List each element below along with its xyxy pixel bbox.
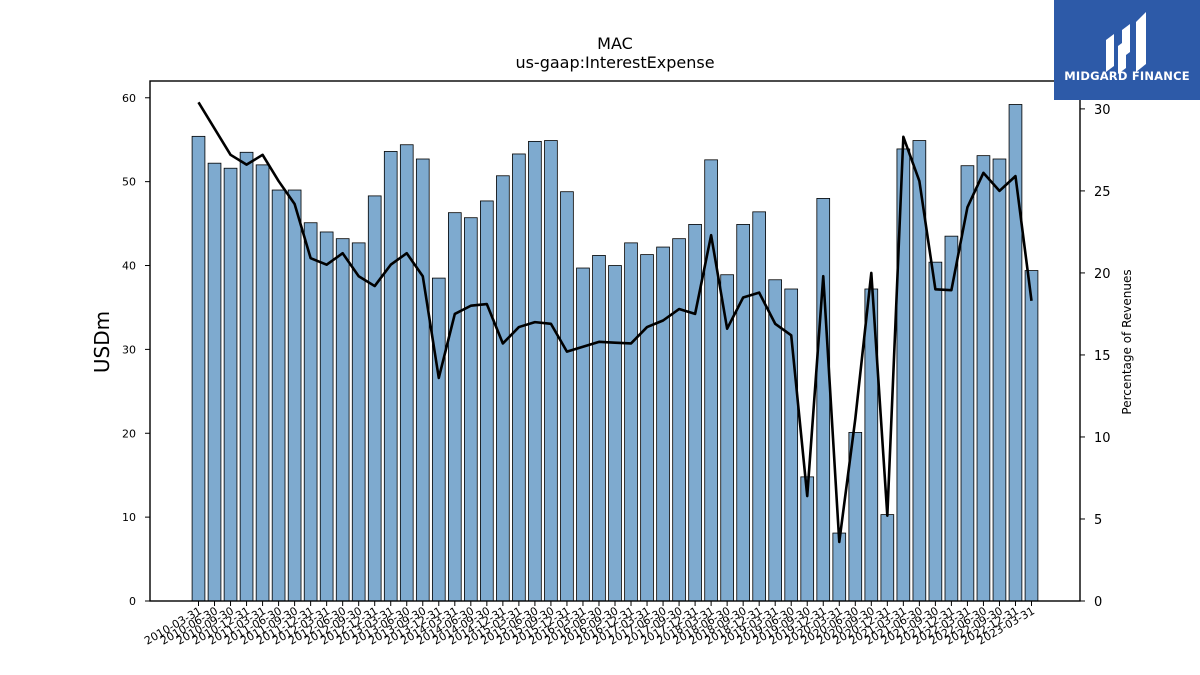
y2-tick-label: 25 — [1094, 185, 1111, 200]
y-axis-label: USDm — [90, 311, 114, 373]
y-tick-label: 50 — [122, 176, 136, 189]
y2-tick-label: 15 — [1094, 349, 1111, 364]
bar — [319, 231, 334, 602]
bar — [239, 151, 254, 602]
y2-tick-label: 10 — [1094, 431, 1111, 446]
line-series — [197, 101, 1033, 544]
bar — [512, 153, 526, 602]
bar — [528, 140, 542, 602]
bar — [752, 211, 766, 602]
y-tick-label: 30 — [122, 343, 136, 356]
bar — [672, 238, 686, 602]
chart-title: MAC — [597, 34, 633, 53]
bar — [207, 162, 222, 602]
bar — [464, 217, 478, 602]
chart-subtitle: us-gaap:InterestExpense — [515, 53, 714, 72]
y-tick-label: 20 — [122, 427, 136, 440]
bar — [928, 261, 943, 602]
bar — [383, 151, 398, 602]
bar-series — [191, 104, 1039, 602]
bar — [335, 238, 350, 602]
bar — [816, 198, 831, 602]
bar — [544, 140, 558, 602]
percentage-line — [197, 101, 1033, 544]
bar — [704, 159, 718, 602]
bar — [399, 144, 414, 602]
bar — [656, 246, 670, 602]
axes: 01020304050600510152025302010-03-312010-… — [122, 80, 1111, 648]
bar — [1024, 270, 1039, 602]
y2-tick-label: 5 — [1094, 513, 1102, 528]
bar — [832, 532, 847, 602]
y2-tick-label: 20 — [1094, 267, 1111, 282]
bar — [560, 191, 574, 602]
y-tick-label: 0 — [129, 595, 136, 608]
bar — [415, 158, 430, 602]
y-tick-label: 40 — [122, 260, 136, 273]
bar — [880, 514, 895, 602]
bar — [255, 164, 270, 602]
bar — [576, 267, 590, 602]
y2-tick-label: 0 — [1094, 595, 1102, 610]
bar — [480, 200, 494, 602]
bar — [736, 224, 750, 602]
bar — [688, 224, 702, 602]
bar — [976, 155, 991, 602]
bar — [287, 189, 302, 602]
bar — [608, 265, 622, 602]
bar — [992, 158, 1007, 602]
y2-tick-label: 30 — [1094, 103, 1111, 118]
bar — [624, 242, 638, 602]
logo-text: MIDGARD FINANCE — [1064, 69, 1190, 83]
bar — [447, 212, 462, 602]
bar — [496, 175, 510, 602]
bar — [367, 195, 382, 602]
y2-axis-label: Percentage of Revenues — [1120, 269, 1134, 414]
bar — [351, 242, 366, 602]
bar — [640, 254, 654, 602]
bar — [223, 167, 238, 602]
bar — [431, 277, 446, 602]
logo: MIDGARD FINANCE — [1054, 0, 1200, 100]
y-tick-label: 10 — [122, 511, 136, 524]
bar — [191, 135, 206, 602]
logo-icon — [1106, 12, 1146, 74]
bar — [271, 189, 286, 602]
bar — [592, 255, 606, 602]
bar — [303, 222, 318, 602]
y-tick-label: 60 — [122, 92, 136, 105]
